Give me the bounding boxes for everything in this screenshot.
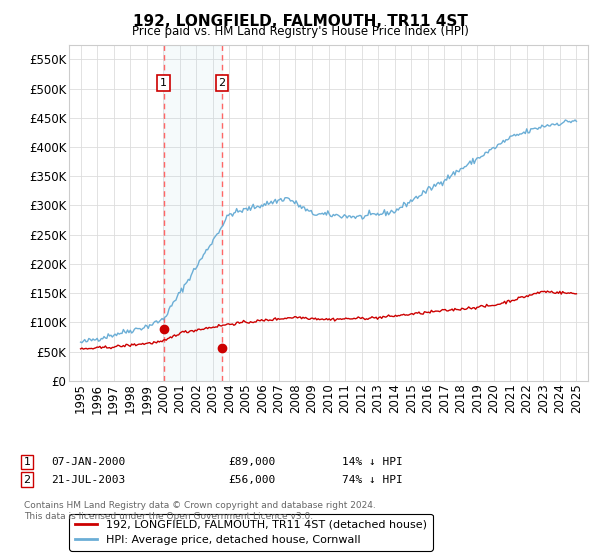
Text: 2: 2 <box>218 78 226 88</box>
Text: 14% ↓ HPI: 14% ↓ HPI <box>342 457 403 467</box>
Text: £56,000: £56,000 <box>228 475 275 485</box>
Text: 1: 1 <box>160 78 167 88</box>
Bar <box>164 45 222 381</box>
Text: 1: 1 <box>23 457 31 467</box>
Text: 192, LONGFIELD, FALMOUTH, TR11 4ST: 192, LONGFIELD, FALMOUTH, TR11 4ST <box>133 14 467 29</box>
Text: Contains HM Land Registry data © Crown copyright and database right 2024.
This d: Contains HM Land Registry data © Crown c… <box>24 501 376 521</box>
Text: 07-JAN-2000: 07-JAN-2000 <box>51 457 125 467</box>
Text: £89,000: £89,000 <box>228 457 275 467</box>
Text: Price paid vs. HM Land Registry's House Price Index (HPI): Price paid vs. HM Land Registry's House … <box>131 25 469 38</box>
Text: 74% ↓ HPI: 74% ↓ HPI <box>342 475 403 485</box>
Legend: 192, LONGFIELD, FALMOUTH, TR11 4ST (detached house), HPI: Average price, detache: 192, LONGFIELD, FALMOUTH, TR11 4ST (deta… <box>70 514 433 550</box>
Text: 2: 2 <box>23 475 31 485</box>
Text: 21-JUL-2003: 21-JUL-2003 <box>51 475 125 485</box>
